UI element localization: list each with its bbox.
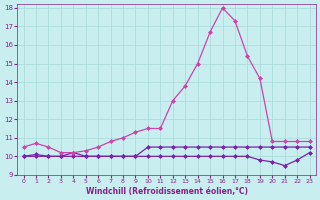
X-axis label: Windchill (Refroidissement éolien,°C): Windchill (Refroidissement éolien,°C) [85, 187, 248, 196]
